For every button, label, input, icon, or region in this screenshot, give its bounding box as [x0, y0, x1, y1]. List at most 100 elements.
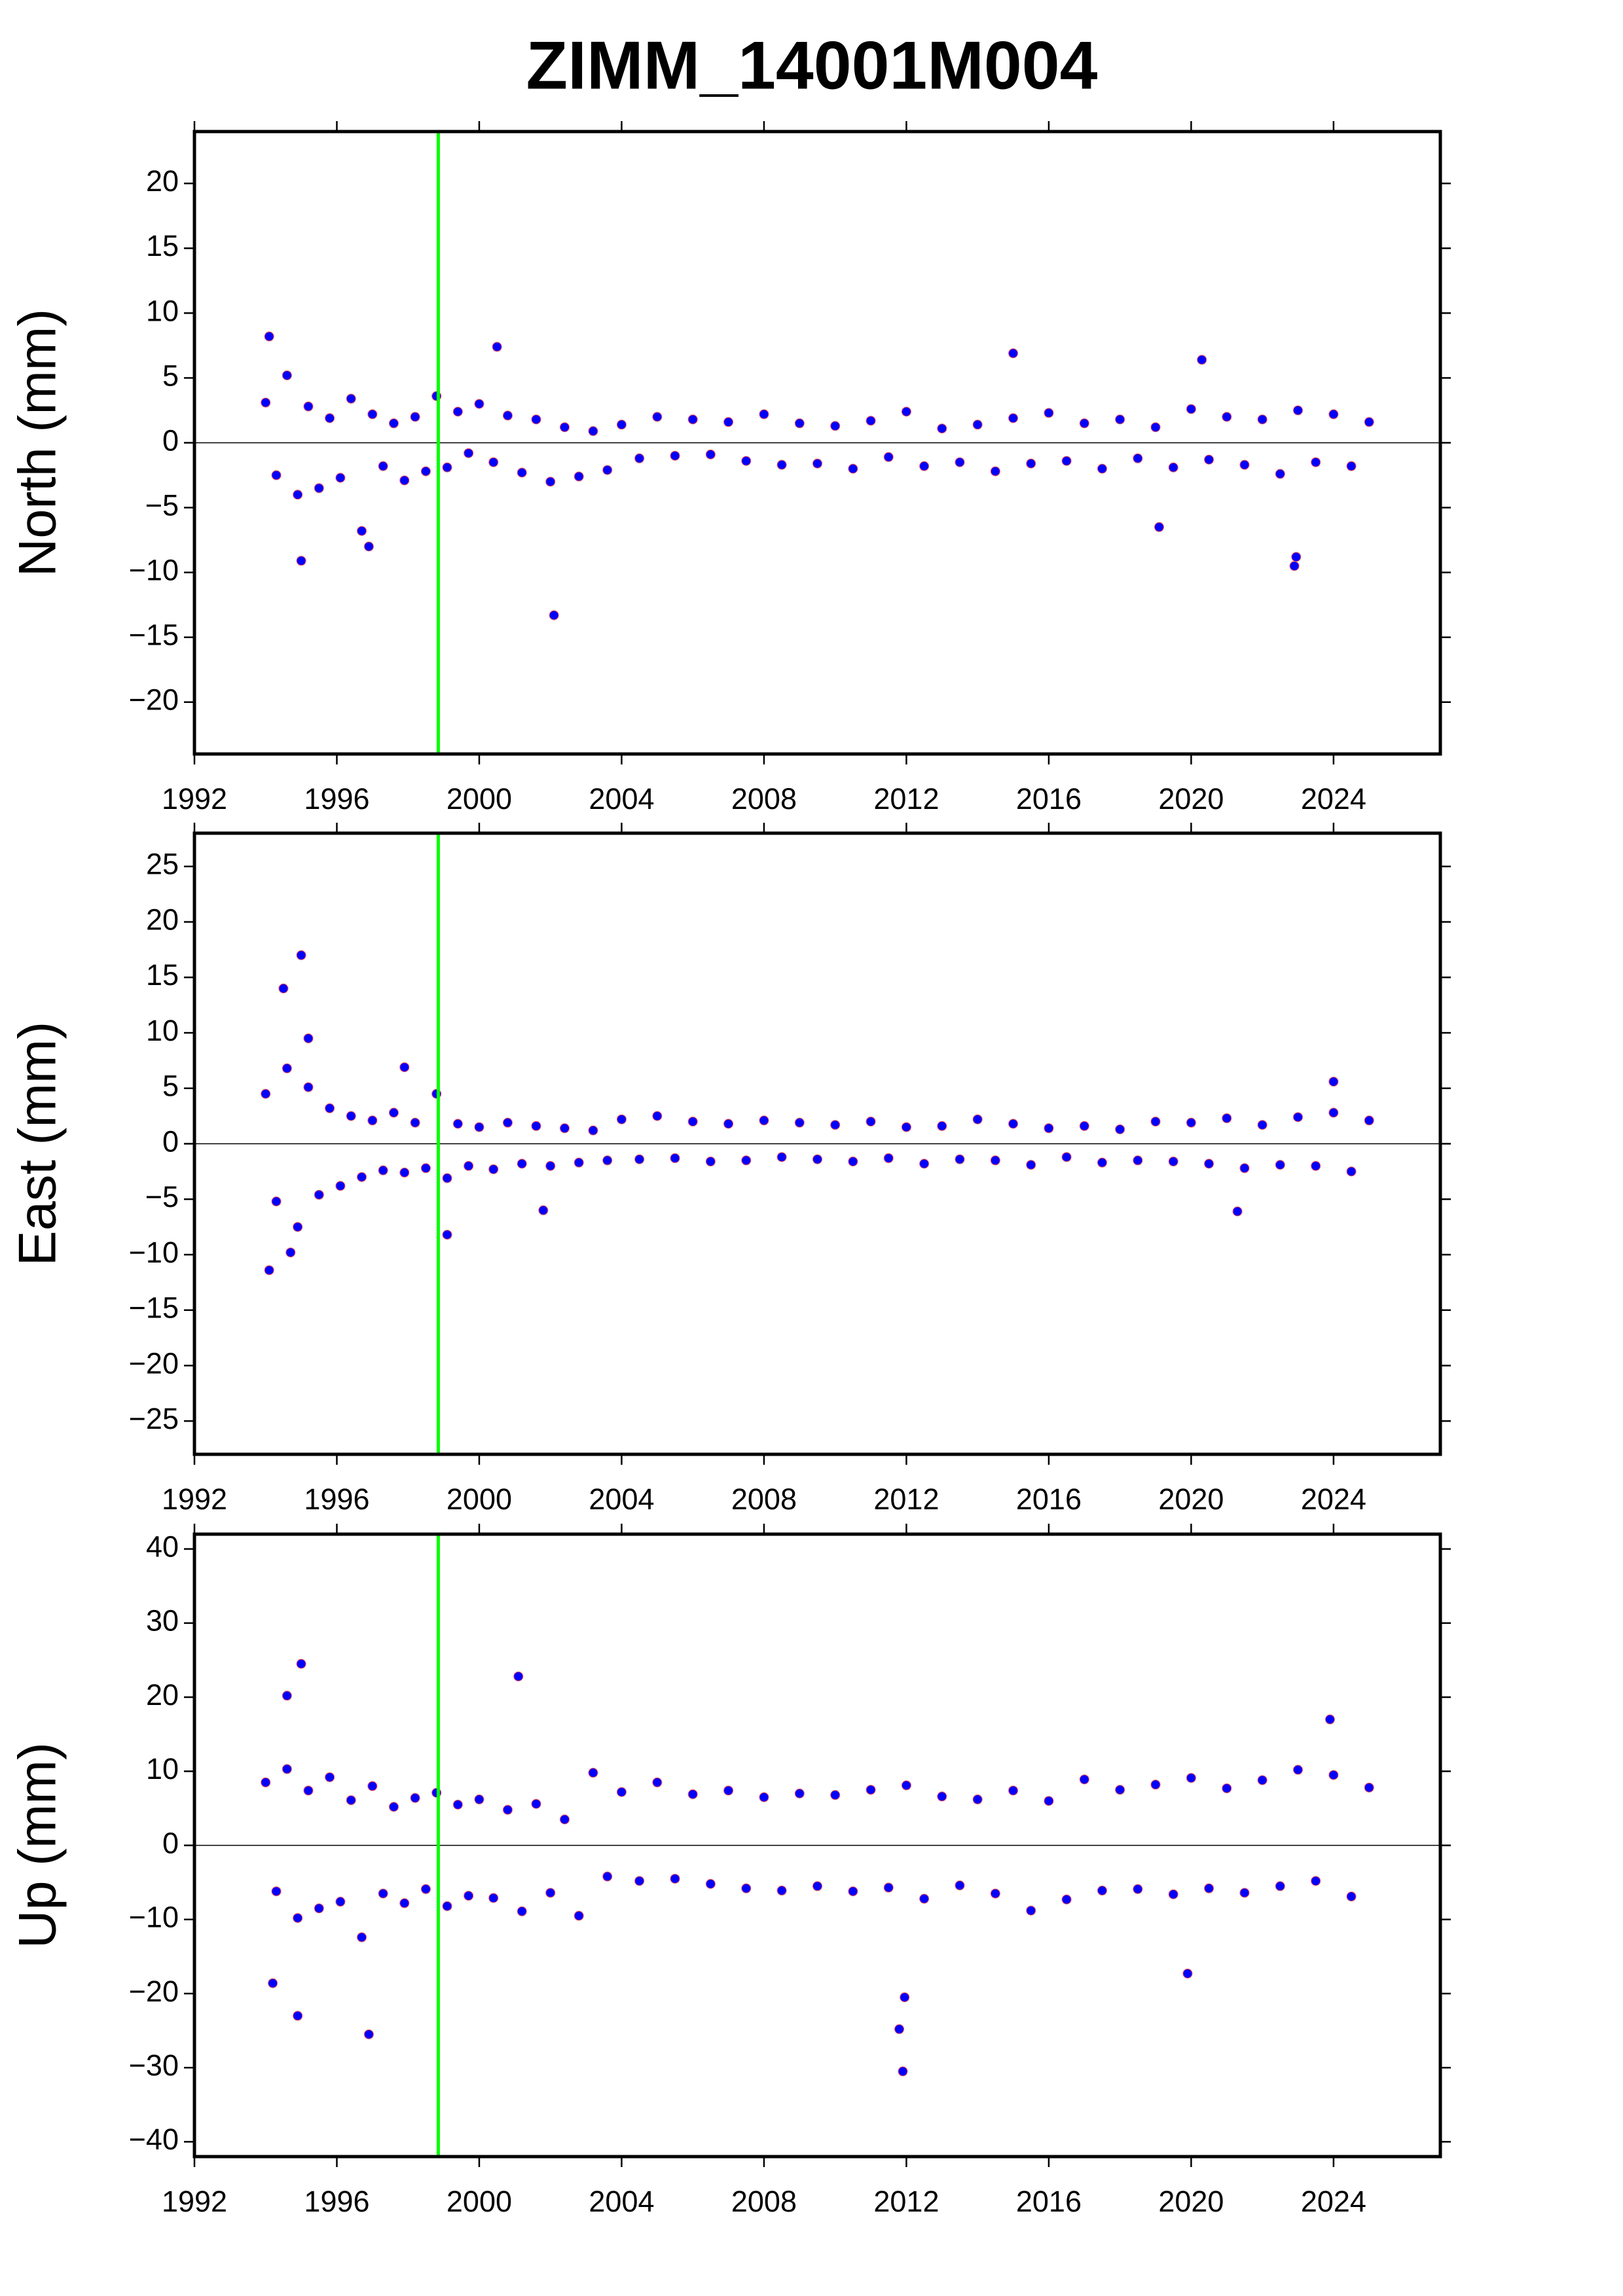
- data-point: [442, 462, 452, 473]
- data-point: [588, 426, 598, 437]
- data-point: [901, 406, 911, 417]
- data-point: [1289, 561, 1300, 571]
- data-point: [314, 1903, 324, 1914]
- data-point: [1079, 1774, 1089, 1785]
- data-point: [303, 1033, 314, 1044]
- data-point: [652, 412, 663, 422]
- data-point: [812, 458, 822, 469]
- data-point: [1061, 1894, 1072, 1905]
- y-tick-label: 0: [162, 1124, 179, 1158]
- data-point: [264, 331, 274, 342]
- data-point: [296, 1659, 306, 1669]
- y-tick-label: −10: [129, 1901, 179, 1934]
- data-point: [687, 1117, 698, 1127]
- y-tick-label: 30: [146, 1604, 179, 1638]
- y-tick-label: 10: [146, 1014, 179, 1047]
- data-point: [1115, 1785, 1125, 1795]
- data-point: [616, 1114, 627, 1124]
- data-point: [955, 1880, 965, 1891]
- data-point: [399, 1062, 410, 1073]
- data-point: [293, 1222, 303, 1232]
- data-point: [687, 414, 698, 425]
- data-point: [919, 1893, 930, 1904]
- data-point: [325, 1103, 335, 1113]
- y-tick-label: −40: [129, 2123, 179, 2156]
- data-point: [883, 452, 894, 462]
- data-point: [335, 473, 346, 483]
- data-point: [1257, 1775, 1267, 1785]
- data-point: [1097, 1157, 1107, 1168]
- data-point: [741, 1883, 752, 1893]
- data-point: [652, 1777, 663, 1787]
- y-tick-label: −20: [129, 1975, 179, 2008]
- x-tick-label: 2008: [731, 1482, 797, 1516]
- y-tick-label: 20: [146, 164, 179, 198]
- data-point: [1061, 456, 1072, 466]
- data-point: [1168, 1157, 1178, 1167]
- y-tick-label: 10: [146, 1752, 179, 1785]
- data-point: [420, 466, 431, 476]
- data-point: [776, 1152, 787, 1162]
- data-point: [990, 1155, 1000, 1166]
- data-point: [346, 1795, 356, 1805]
- data-point: [1008, 348, 1019, 359]
- data-point: [1115, 1124, 1125, 1134]
- data-point: [399, 1898, 410, 1909]
- x-tick-label: 2004: [589, 782, 654, 816]
- x-tick-label: 2012: [873, 782, 939, 816]
- data-point: [602, 1155, 613, 1166]
- y-tick-label: 20: [146, 1678, 179, 1712]
- data-point: [464, 1890, 474, 1901]
- data-point: [399, 1168, 410, 1178]
- data-point: [1197, 355, 1207, 365]
- data-point: [285, 1247, 296, 1258]
- data-point: [900, 1992, 910, 2003]
- data-point: [367, 409, 378, 420]
- data-point: [410, 1793, 420, 1803]
- data-point: [830, 1120, 841, 1130]
- data-point: [278, 983, 289, 994]
- x-tick-label: 2020: [1158, 2185, 1224, 2218]
- data-point: [616, 420, 627, 430]
- data-point: [794, 1117, 805, 1128]
- data-point: [464, 1160, 474, 1171]
- data-point: [1026, 458, 1036, 469]
- data-point: [545, 1888, 556, 1898]
- y-tick-label: 0: [162, 423, 179, 457]
- data-point: [1097, 1886, 1107, 1896]
- data-point: [1115, 414, 1125, 425]
- data-point: [1364, 1782, 1374, 1793]
- data-point: [848, 463, 858, 474]
- data-point: [1328, 409, 1339, 420]
- data-point: [1257, 414, 1267, 425]
- data-point: [442, 1173, 452, 1183]
- y-tick-label: −25: [129, 1402, 179, 1435]
- data-point: [452, 406, 463, 417]
- x-tick-label: 2008: [731, 2185, 797, 2218]
- data-point: [303, 401, 314, 412]
- data-point: [1133, 1884, 1143, 1894]
- data-point: [866, 416, 876, 426]
- x-tick-label: 2020: [1158, 1482, 1224, 1516]
- data-point: [955, 457, 965, 467]
- data-point: [1168, 462, 1178, 473]
- x-tick-label: 2016: [1016, 2185, 1082, 2218]
- x-tick-label: 2016: [1016, 782, 1082, 816]
- data-point: [1275, 469, 1285, 479]
- data-point: [346, 393, 356, 404]
- data-point: [545, 1160, 556, 1171]
- x-tick-label: 1992: [162, 1482, 227, 1516]
- x-tick-label: 1996: [304, 1482, 369, 1516]
- data-point: [314, 1189, 324, 1200]
- data-point: [474, 1794, 484, 1804]
- data-point: [1186, 1772, 1196, 1783]
- y-tick-label: 0: [162, 1826, 179, 1859]
- data-point: [812, 1881, 822, 1892]
- data-point: [1364, 417, 1374, 427]
- data-point: [357, 1172, 367, 1182]
- data-point: [517, 1158, 527, 1169]
- data-point: [335, 1897, 346, 1907]
- data-point: [399, 475, 410, 486]
- x-tick-label: 1992: [162, 2185, 227, 2218]
- data-point: [1008, 413, 1019, 423]
